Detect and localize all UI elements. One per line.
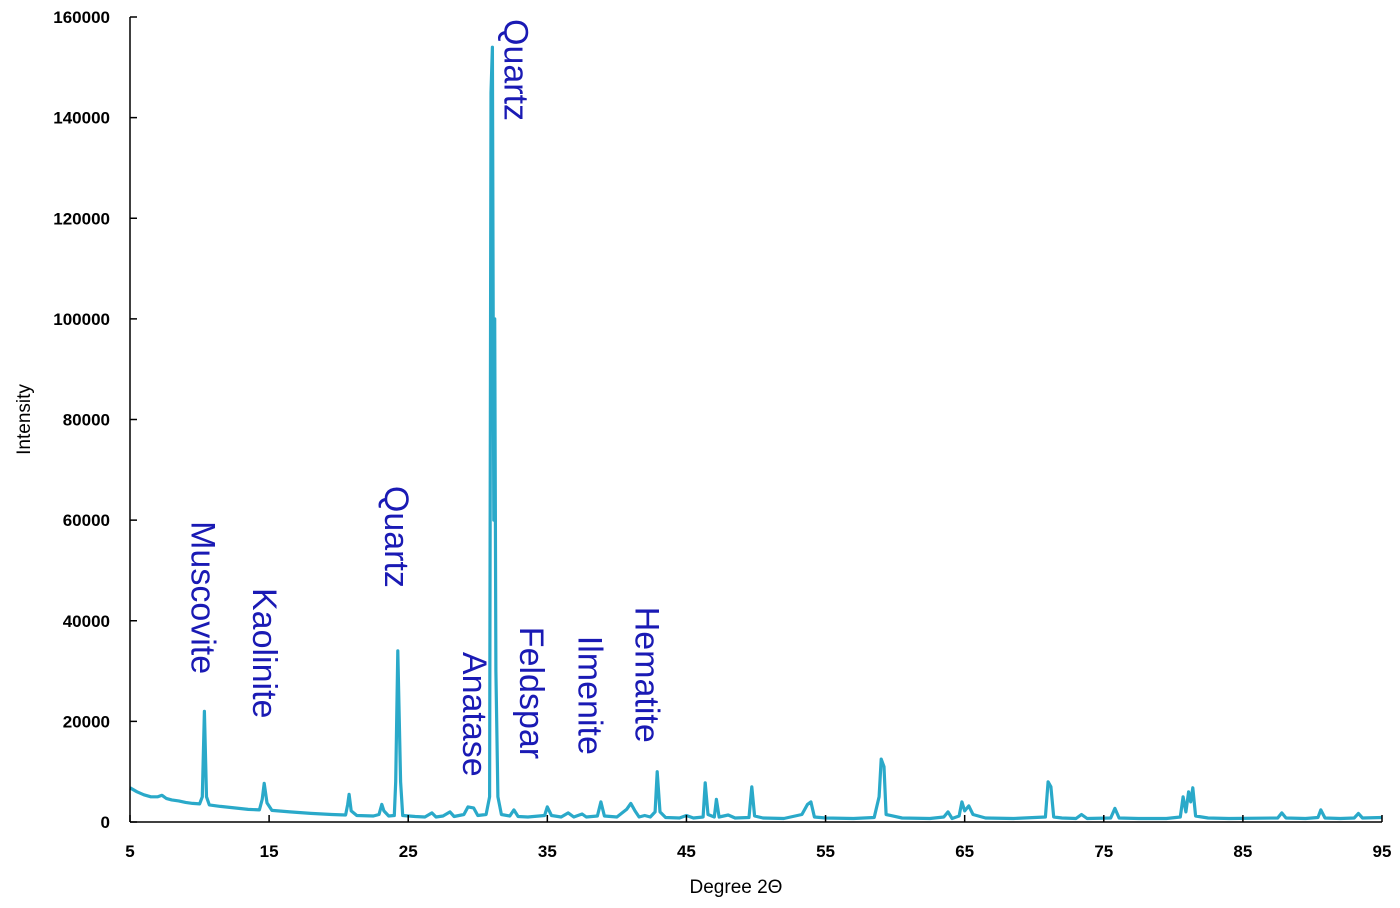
y-tick-label: 40000 (63, 612, 110, 631)
x-tick-label: 95 (1373, 842, 1392, 861)
x-tick-label: 75 (1094, 842, 1113, 861)
y-tick-label: 160000 (53, 8, 110, 27)
y-tick-label: 80000 (63, 411, 110, 430)
peak-annotation: Hematite (628, 607, 666, 743)
x-tick-label: 5 (125, 842, 134, 861)
y-tick-label: 0 (101, 813, 110, 832)
x-tick-label: 25 (399, 842, 418, 861)
x-tick-label: 45 (677, 842, 696, 861)
y-tick-label: 140000 (53, 109, 110, 128)
peak-annotation: Ilmenite (571, 636, 609, 755)
data-layer (129, 45, 1383, 821)
peak-annotation: Muscovite (184, 521, 222, 674)
annotation-layer: Muscovite Kaolinite Quartz Anatase Feldspar I… (184, 19, 666, 777)
x-tick-label: 35 (538, 842, 557, 861)
y-axis-title: Intensity (14, 384, 35, 455)
y-tick-label: 20000 (63, 712, 110, 731)
x-axis-title: Degree 2Θ (690, 877, 783, 898)
x-tick-label: 85 (1233, 842, 1252, 861)
y-tick-label: 100000 (53, 310, 110, 329)
y-tick-label: 120000 (53, 209, 110, 228)
series-line (129, 45, 1383, 821)
peak-annotation: Quartz (497, 19, 535, 121)
x-tick-label: 55 (816, 842, 835, 861)
x-tick-label: 15 (260, 842, 279, 861)
peak-annotation: Quartz (377, 486, 415, 588)
peak-annotation: Anatase (455, 652, 493, 777)
peak-annotation: Feldspar (512, 627, 550, 759)
peak-annotation: Kaolinite (245, 588, 283, 718)
y-tick-label: 60000 (63, 511, 110, 530)
x-tick-label: 65 (955, 842, 974, 861)
axes-layer: 5 15 25 35 45 55 65 75 85 95 0 20000 40000 60000 80000… (53, 8, 1391, 861)
